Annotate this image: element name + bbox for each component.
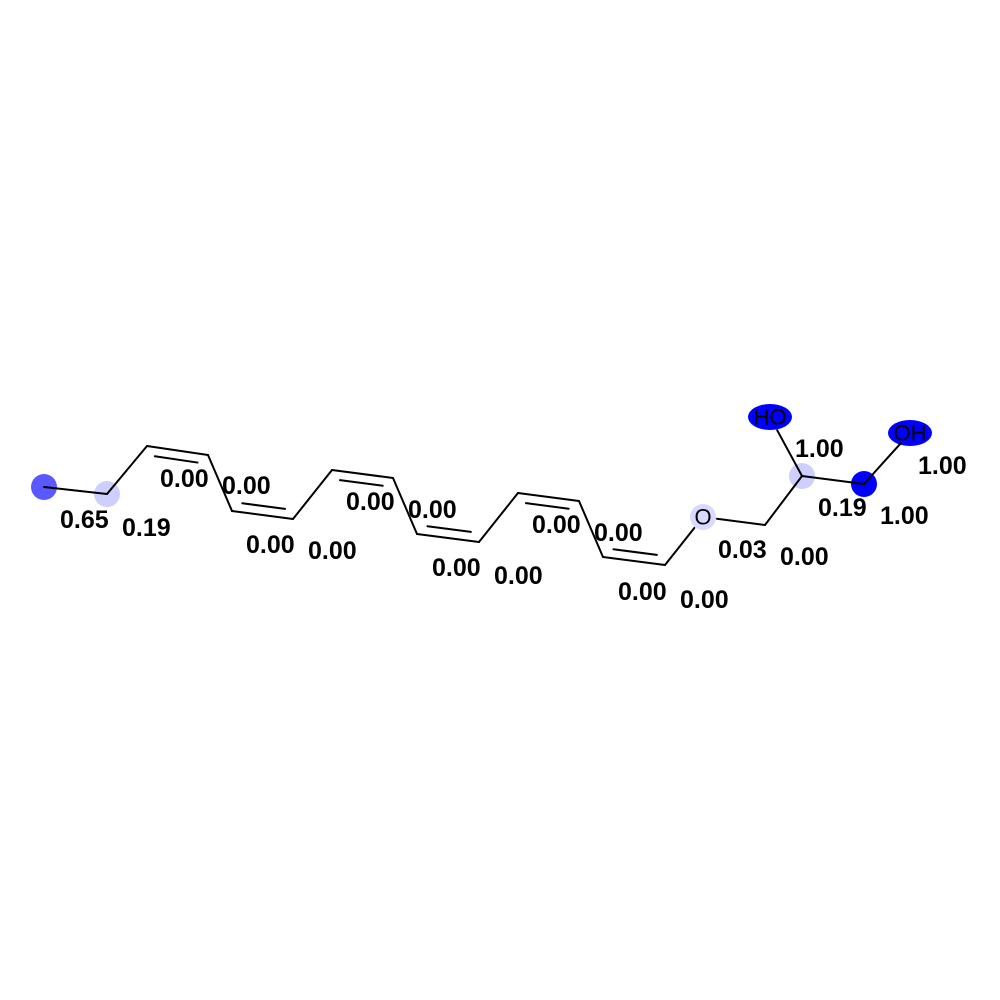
double-bond: [602, 556, 666, 566]
atom-weight-label-12: 0.00: [618, 578, 667, 606]
hydroxyl-right-label: OH: [894, 421, 927, 446]
single-bond: [578, 500, 604, 558]
atom-weight-label-11: 0.00: [594, 519, 643, 547]
single-bond: [292, 469, 333, 520]
atom-highlight-18: [748, 404, 792, 430]
atom-weight-label-7: 0.00: [408, 496, 457, 524]
single-bond: [478, 492, 519, 543]
double-bond-inner-line: [612, 548, 658, 556]
double-bond-inner-line: [426, 525, 472, 533]
atom-weight-label-17: 1.00: [880, 502, 929, 530]
single-bond: [715, 517, 766, 526]
atom-weight-label-16: 0.19: [818, 494, 867, 522]
atom-weight-label-14: 0.03: [718, 536, 767, 564]
single-bond: [207, 454, 233, 512]
single-bond: [776, 429, 803, 477]
atom-weight-label-10: 0.00: [532, 511, 581, 539]
single-bond: [43, 486, 108, 495]
atom-highlight-14: [690, 504, 716, 530]
atom-highlight-19: [888, 420, 932, 446]
atom-weight-label-0: 0.65: [60, 506, 109, 534]
double-bond: [331, 469, 394, 479]
double-bond-inner-line: [153, 455, 199, 464]
ether-oxygen-label: O: [694, 505, 711, 530]
double-bond-inner-line: [524, 502, 570, 510]
single-bond: [664, 526, 696, 566]
atom-weight-label-15: 0.00: [780, 543, 829, 571]
atom-weight-label-19: 1.00: [918, 452, 967, 480]
double-bond: [517, 492, 580, 502]
atom-weight-label-1: 0.19: [122, 514, 171, 542]
atom-weight-label-4: 0.00: [246, 531, 295, 559]
double-bond: [416, 533, 480, 543]
double-bond-inner-line: [241, 502, 287, 510]
atom-weight-label-9: 0.00: [494, 562, 543, 590]
bond-layer: [43, 429, 902, 566]
atom-weight-label-3: 0.00: [222, 472, 271, 500]
single-bond: [392, 477, 418, 535]
double-bond-inner-line: [338, 479, 384, 487]
double-bond: [146, 445, 209, 456]
single-bond: [801, 475, 865, 485]
double-bond: [231, 510, 294, 520]
atom-weight-label-8: 0.00: [432, 554, 481, 582]
atom-weight-label-5: 0.00: [308, 537, 357, 565]
atom-weight-label-18: 1.00: [795, 435, 844, 463]
atom-weight-label-6: 0.00: [346, 488, 395, 516]
hydroxyl-left-label: HO: [754, 405, 787, 430]
weight-label-layer: 0.65 0.19 0.00 0.00 0.00 0.00 0.00 0.00 0.00 0.00…: [60, 435, 967, 614]
single-bond: [106, 445, 148, 495]
atom-weight-label-13: 0.00: [680, 586, 729, 614]
single-bond: [764, 475, 803, 526]
single-bond: [863, 442, 902, 485]
atom-label-layer: O HO OH: [694, 405, 926, 530]
atom-weight-label-2: 0.00: [160, 465, 209, 493]
